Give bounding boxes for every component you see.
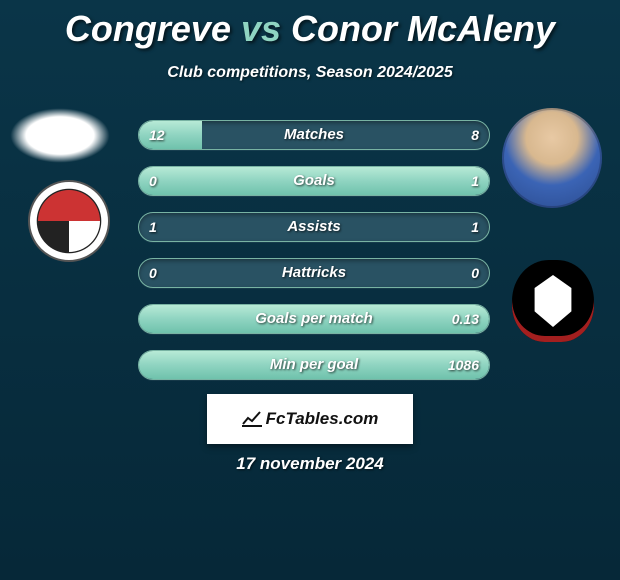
stat-row: 0.13Goals per match bbox=[138, 304, 490, 334]
attribution-text: FcTables.com bbox=[266, 409, 379, 429]
stat-value-right: 1 bbox=[471, 213, 479, 241]
stat-label: Hattricks bbox=[139, 259, 489, 287]
bar-fill-right bbox=[139, 351, 489, 379]
stat-value-left: 1 bbox=[149, 213, 157, 241]
player1-avatar bbox=[10, 108, 110, 163]
stat-row: 1 1Assists bbox=[138, 212, 490, 242]
stat-value-left: 0 bbox=[149, 167, 157, 195]
stat-row: 1086Min per goal bbox=[138, 350, 490, 380]
snapshot-date: 17 november 2024 bbox=[0, 454, 620, 474]
subtitle: Club competitions, Season 2024/2025 bbox=[0, 64, 620, 82]
stat-value-right: 8 bbox=[471, 121, 479, 149]
bar-fill-right bbox=[139, 167, 489, 195]
stat-value-left: 12 bbox=[149, 121, 165, 149]
stat-value-left: 0 bbox=[149, 259, 157, 287]
chart-icon bbox=[242, 410, 262, 428]
stat-value-right: 1086 bbox=[448, 351, 479, 379]
vs-label: vs bbox=[241, 8, 281, 49]
stat-bars: 128Matches01Goals11Assists00Hattricks0.1… bbox=[138, 120, 490, 396]
player1-name: Congreve bbox=[65, 8, 231, 49]
stat-label: Assists bbox=[139, 213, 489, 241]
player1-club-badge bbox=[28, 180, 110, 262]
stat-value-right: 0.13 bbox=[452, 305, 479, 333]
stat-row: 0 0Hattricks bbox=[138, 258, 490, 288]
player2-name: Conor McAleny bbox=[291, 8, 555, 49]
attribution-badge: FcTables.com bbox=[207, 394, 413, 444]
bar-fill-right bbox=[139, 305, 489, 333]
player2-avatar bbox=[502, 108, 602, 208]
player2-club-badge bbox=[512, 260, 594, 342]
stat-value-right: 1 bbox=[471, 167, 479, 195]
stat-row: 128Matches bbox=[138, 120, 490, 150]
stat-row: 01Goals bbox=[138, 166, 490, 196]
comparison-title: Congreve vs Conor McAleny bbox=[0, 0, 620, 50]
stat-value-right: 0 bbox=[471, 259, 479, 287]
